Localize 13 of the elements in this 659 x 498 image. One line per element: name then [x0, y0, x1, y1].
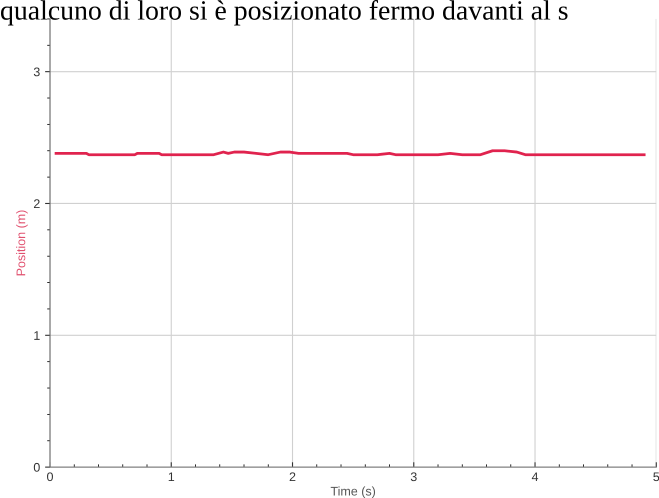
x-tick-label: 2: [290, 472, 296, 482]
x-tick-label: 5: [653, 472, 659, 482]
y-tick-label: 0: [34, 462, 40, 472]
y-axis-title: Position (m): [16, 210, 28, 276]
x-tick-label: 3: [410, 472, 417, 482]
x-axis-title: Time (s): [330, 486, 376, 498]
y-tick-label: 2: [34, 199, 40, 208]
y-tick-label: 1: [34, 331, 40, 340]
x-tick-label: 4: [532, 472, 538, 482]
y-tick-label: 3: [34, 67, 40, 76]
chart-title: qualcuno di loro si è posizionato fermo davanti al s: [1, 0, 568, 26]
x-tick-label: 1: [168, 472, 174, 482]
x-tick-label: 0: [47, 472, 53, 482]
